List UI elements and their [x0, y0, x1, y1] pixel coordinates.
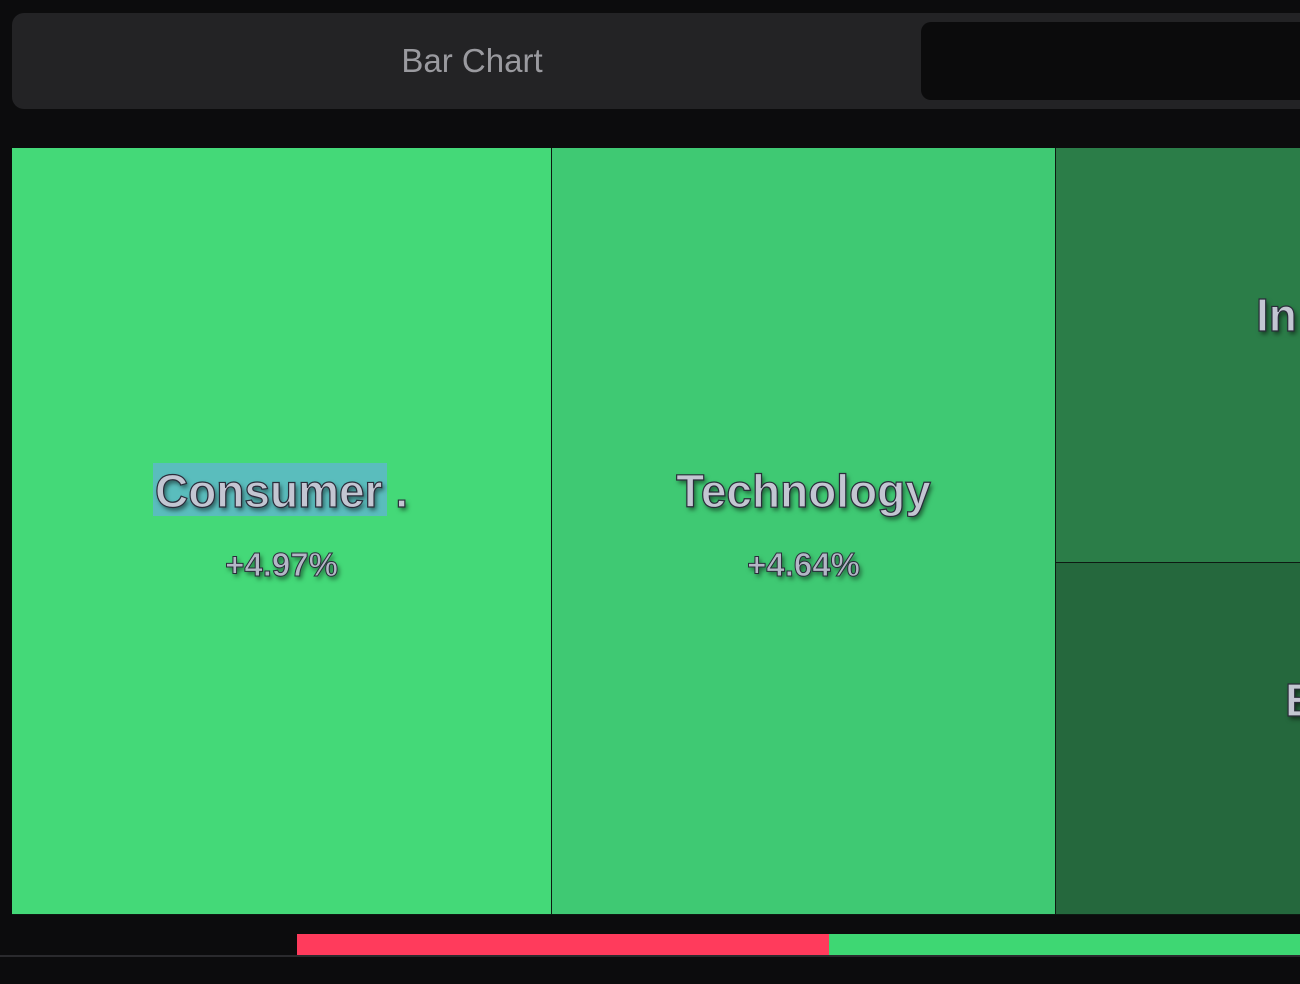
treemap-tile-technology[interactable]: Technology +4.64%	[552, 148, 1056, 915]
tab-bar-chart[interactable]: Bar Chart	[12, 13, 932, 109]
breadth-bar-advancers	[829, 934, 1300, 955]
breadth-bar-decliners	[297, 934, 829, 955]
sector-treemap: Consumer . +4.97% Technology +4.64% In E	[12, 148, 1300, 915]
tile-name: E	[1284, 673, 1300, 727]
tile-change: +4.64%	[747, 546, 861, 584]
tile-name: In	[1255, 288, 1297, 341]
text-selection-highlight	[153, 463, 387, 516]
tile-change: +4.97%	[225, 546, 339, 584]
divider	[0, 955, 1300, 957]
treemap-tile-energy[interactable]: E	[1056, 563, 1300, 915]
tile-name: Technology	[676, 464, 932, 517]
chart-type-segmented-control: Bar Chart	[12, 13, 1300, 109]
tab-heatmap[interactable]	[921, 22, 1300, 100]
treemap-tile-industrials[interactable]: In	[1056, 148, 1300, 563]
tile-name: Consumer .	[154, 464, 409, 517]
treemap-tile-consumer[interactable]: Consumer . +4.97%	[12, 148, 552, 915]
tab-bar-chart-label: Bar Chart	[401, 42, 543, 79]
